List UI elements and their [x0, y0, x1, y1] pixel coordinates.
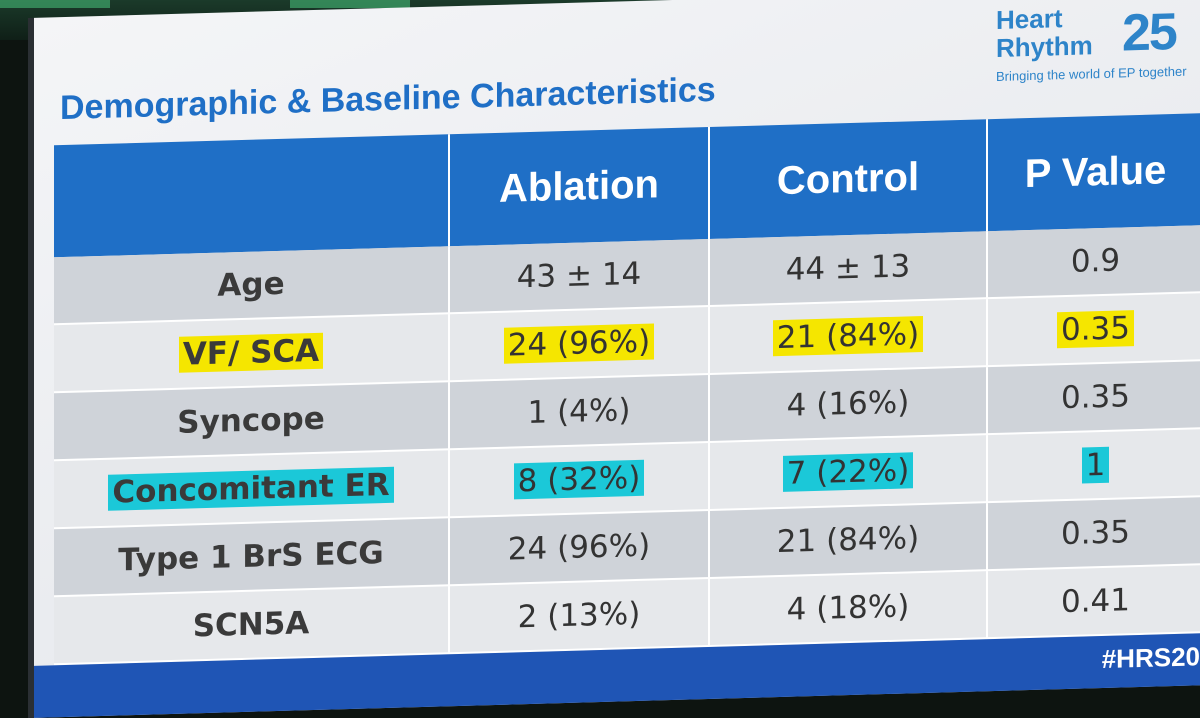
row-label: Concomitant ER [108, 466, 394, 511]
p-cell: 1 [987, 428, 1200, 503]
ablation-value: 24 (96%) [507, 527, 651, 568]
p-cell: 0.41 [987, 564, 1200, 639]
control-value: 7 (22%) [782, 452, 914, 492]
control-value: 44 ± 13 [785, 248, 911, 288]
row-label-cell: Type 1 BrS ECG [54, 517, 449, 597]
p-value: 0.35 [1060, 514, 1131, 553]
ablation-value: 43 ± 14 [516, 255, 642, 296]
ablation-cell: 8 (32%) [449, 441, 709, 518]
p-cell: 0.35 [987, 496, 1200, 571]
projection-screen: Demographic & Baseline Characteristics H… [28, 0, 1200, 718]
row-label: VF/ SCA [178, 332, 324, 373]
ablation-value: 24 (96%) [503, 323, 655, 364]
row-label-cell: Syncope [54, 381, 449, 461]
control-value: 4 (18%) [786, 588, 910, 628]
logo-line-rhythm: Rhythm [996, 30, 1093, 63]
row-label: SCN5A [192, 605, 310, 645]
control-value: 4 (16%) [786, 384, 910, 424]
control-cell: 7 (22%) [709, 434, 987, 510]
ablation-cell: 24 (96%) [449, 305, 709, 382]
ablation-cell: 43 ± 14 [449, 238, 709, 314]
heart-rhythm-logo: Heart Rhythm 25 Bringing the world of EP… [996, 0, 1200, 95]
control-cell: 4 (18%) [709, 570, 987, 646]
control-cell: 44 ± 13 [709, 231, 987, 306]
row-label-cell: SCN5A [54, 585, 449, 665]
row-label: Type 1 BrS ECG [118, 535, 384, 579]
ablation-value: 1 (4%) [527, 392, 631, 432]
control-value: 21 (84%) [772, 315, 924, 357]
row-label-cell: Concomitant ER [54, 449, 449, 529]
row-label-cell: Age [54, 246, 449, 325]
conference-hashtag: #HRS20 [1101, 641, 1200, 675]
logo-tagline: Bringing the world of EP together [996, 63, 1187, 84]
row-label-cell: VF/ SCA [54, 313, 449, 393]
p-cell: 0.35 [987, 360, 1200, 435]
slide-title: Demographic & Baseline Characteristics [60, 70, 716, 128]
baseline-table: Ablation Control P Value Age 43 ± 14 44 … [54, 113, 1200, 665]
ablation-cell: 2 (13%) [449, 577, 709, 654]
control-value: 21 (84%) [776, 520, 920, 561]
p-value: 0.35 [1060, 378, 1131, 417]
p-value: 0.9 [1070, 242, 1121, 280]
header-blank [54, 134, 449, 258]
row-label: Syncope [177, 400, 325, 441]
row-label: Age [217, 265, 285, 304]
header-control: Control [709, 119, 987, 239]
p-value: 1 [1081, 446, 1110, 484]
p-value: 0.35 [1056, 310, 1135, 349]
ablation-cell: 1 (4%) [449, 373, 709, 450]
header-ablation: Ablation [449, 126, 709, 247]
ceiling-light [0, 0, 110, 8]
control-cell: 21 (84%) [709, 298, 987, 374]
ceiling-light [290, 0, 410, 8]
p-cell: 0.9 [987, 225, 1200, 299]
header-p-value: P Value [987, 113, 1200, 232]
ablation-value: 8 (32%) [513, 459, 645, 500]
control-cell: 4 (16%) [709, 366, 987, 442]
logo-year: 25 [1122, 2, 1176, 63]
ablation-cell: 24 (96%) [449, 509, 709, 586]
control-cell: 21 (84%) [709, 502, 987, 578]
ablation-value: 2 (13%) [517, 595, 641, 636]
p-value: 0.41 [1060, 582, 1131, 621]
p-cell: 0.35 [987, 292, 1200, 367]
